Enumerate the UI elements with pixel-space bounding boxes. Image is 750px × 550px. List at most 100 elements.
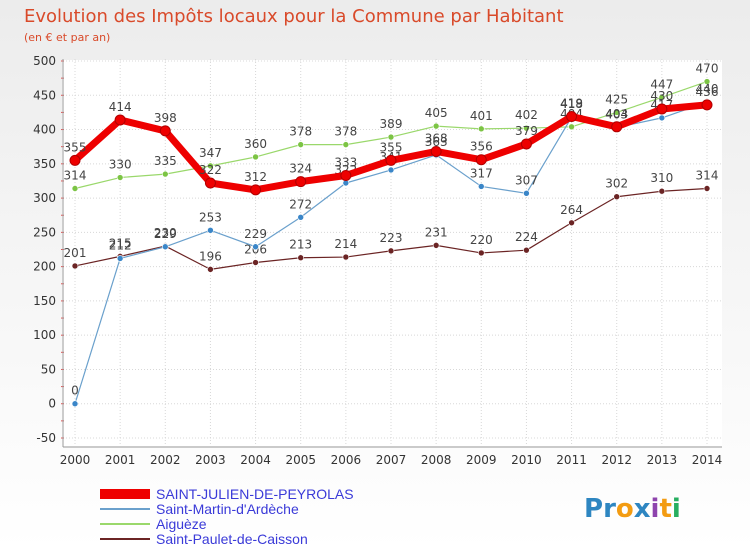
- chart-title: Evolution des Impôts locaux pour la Comm…: [24, 6, 564, 27]
- y-tick-label: 200: [33, 260, 56, 274]
- data-point: [432, 242, 440, 249]
- data-point: [340, 169, 352, 181]
- data-point: [568, 219, 575, 227]
- data-label: 214: [334, 237, 357, 251]
- data-point: [297, 254, 305, 262]
- data-label: 355: [380, 140, 403, 154]
- data-point: [568, 123, 575, 131]
- y-tick-label: 300: [33, 191, 56, 205]
- axes: -50 0 50 100 150 200 250 300 350 400 450 500 2000 200…: [33, 54, 722, 467]
- data-point: [342, 141, 350, 148]
- data-point: [475, 154, 487, 166]
- data-label: 0: [71, 384, 79, 398]
- data-label: 440: [696, 82, 719, 96]
- data-label: 402: [515, 108, 538, 122]
- data-label: 322: [199, 163, 222, 177]
- x-tick-label: 2014: [692, 453, 723, 467]
- data-label: 389: [380, 117, 403, 131]
- data-label: 360: [244, 137, 267, 151]
- x-tick-label: 2004: [240, 453, 271, 467]
- data-label: 213: [289, 238, 312, 252]
- x-tick-label: 2010: [511, 453, 542, 467]
- y-tick-label: 350: [33, 157, 56, 171]
- data-label: 314: [696, 168, 719, 182]
- data-point: [613, 193, 621, 201]
- x-tick-label: 2003: [195, 453, 226, 467]
- data-point: [71, 185, 79, 192]
- data-point: [252, 259, 259, 266]
- data-label: 253: [199, 210, 222, 224]
- data-label: 215: [109, 236, 132, 250]
- x-tick-label: 2006: [331, 453, 362, 467]
- data-point: [342, 253, 350, 261]
- data-point: [297, 141, 305, 148]
- logo-letter: x: [634, 494, 651, 524]
- legend-label: Aiguèze: [156, 516, 207, 532]
- y-tick-label: 450: [33, 88, 56, 102]
- data-point: [477, 183, 485, 190]
- data-point: [250, 184, 262, 196]
- chart-subtitle: (en € et par an): [24, 31, 110, 44]
- y-tick-label: 50: [41, 362, 56, 376]
- series-1: 3143303353473603783783894054014024044254…: [64, 62, 719, 192]
- data-label: 230: [154, 226, 177, 240]
- x-tick-label: 2002: [150, 453, 181, 467]
- legend: SAINT-JULIEN-DE-PEYROLASSaint-Martin-d'A…: [100, 486, 354, 547]
- legend-label: SAINT-JULIEN-DE-PEYROLAS: [156, 486, 354, 502]
- data-label: 229: [244, 227, 267, 241]
- data-point: [611, 121, 623, 133]
- logo-letter: i: [672, 494, 681, 524]
- data-label: 212: [109, 238, 132, 252]
- data-point: [116, 174, 124, 181]
- legend-label: Saint-Paulet-de-Caisson: [156, 531, 308, 547]
- data-point: [703, 78, 711, 85]
- data-label: 363: [425, 135, 448, 149]
- data-label: 310: [650, 171, 673, 185]
- data-point: [387, 133, 395, 141]
- data-label: 470: [696, 62, 719, 76]
- data-label: 335: [154, 154, 177, 168]
- y-tick-label: 0: [48, 397, 56, 411]
- data-label: 231: [425, 225, 448, 239]
- x-tick-label: 2011: [556, 453, 587, 467]
- logo-letter: P: [584, 494, 603, 524]
- data-label: 403: [605, 107, 628, 121]
- data-point: [297, 213, 305, 221]
- data-label: 347: [199, 146, 222, 160]
- logo-letter: o: [616, 494, 634, 524]
- x-tick-label: 2008: [421, 453, 452, 467]
- data-label: 196: [199, 249, 222, 263]
- data-point: [161, 170, 169, 178]
- data-label: 418: [560, 97, 583, 111]
- data-label: 405: [425, 106, 448, 120]
- y-tick-label: 500: [33, 54, 56, 68]
- proxiti-logo: Proxiti: [584, 494, 681, 524]
- data-label: 229: [154, 227, 177, 241]
- data-point: [116, 255, 124, 262]
- logo-letter: r: [603, 494, 616, 524]
- data-point: [71, 400, 79, 408]
- data-point: [477, 249, 485, 257]
- data-point: [207, 266, 214, 273]
- x-tick-label: 2001: [105, 453, 136, 467]
- logo-letter: i: [651, 494, 660, 524]
- data-label: 447: [650, 77, 673, 91]
- data-label: 368: [425, 131, 448, 145]
- data-point: [523, 124, 530, 132]
- x-tick-label: 2005: [285, 453, 316, 467]
- data-point: [658, 187, 666, 195]
- series-group: 2012152301962062132142232312202242643023…: [64, 62, 719, 408]
- x-tick-label: 2007: [376, 453, 407, 467]
- data-point: [477, 125, 485, 133]
- y-tick-label: 100: [33, 328, 56, 342]
- data-label: 223: [380, 231, 403, 245]
- data-point: [207, 162, 214, 170]
- data-label: 425: [605, 92, 628, 106]
- data-label: 330: [109, 158, 132, 172]
- data-label: 220: [470, 233, 493, 247]
- data-label: 414: [109, 100, 132, 114]
- data-point: [701, 99, 713, 111]
- data-point: [523, 246, 530, 254]
